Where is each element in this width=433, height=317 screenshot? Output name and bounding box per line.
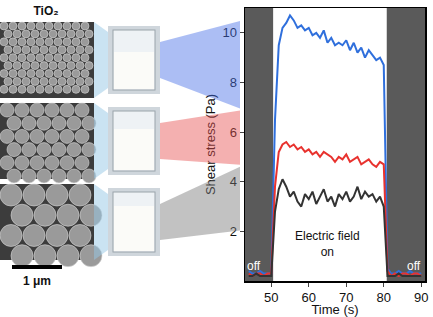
svg-text:90: 90	[414, 290, 428, 305]
svg-text:Electric fieldon: Electric fieldon	[295, 229, 360, 259]
svg-text:off: off	[247, 259, 261, 273]
svg-text:50: 50	[264, 290, 278, 305]
svg-text:off: off	[407, 259, 421, 273]
svg-text:1 μm: 1 μm	[23, 274, 51, 288]
svg-text:70: 70	[339, 290, 353, 305]
svg-text:80: 80	[377, 290, 391, 305]
svg-text:Time (s): Time (s)	[311, 302, 358, 317]
svg-text:TiO₂: TiO₂	[33, 4, 58, 18]
svg-text:60: 60	[302, 290, 316, 305]
